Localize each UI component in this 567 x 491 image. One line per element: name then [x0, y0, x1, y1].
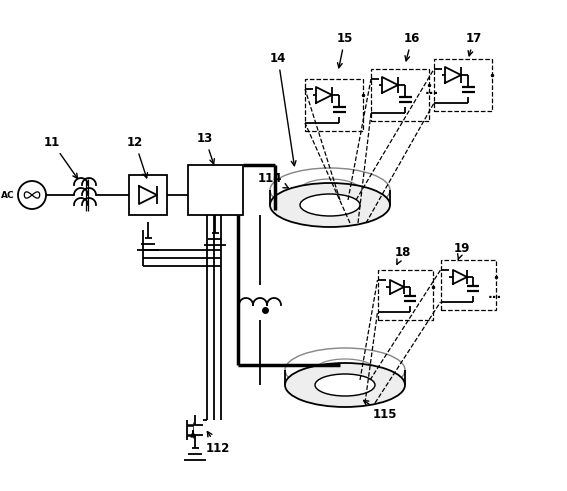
Ellipse shape [315, 359, 375, 381]
Bar [434, 59, 492, 111]
Bar [188, 165, 243, 215]
Text: ...: ... [425, 83, 439, 97]
Text: 18: 18 [395, 246, 411, 264]
Bar [441, 260, 496, 310]
Text: 11: 11 [44, 136, 78, 178]
Text: 19: 19 [454, 242, 470, 260]
Text: 14: 14 [270, 52, 296, 166]
Ellipse shape [270, 183, 390, 227]
Text: 115: 115 [363, 401, 397, 421]
Bar [378, 270, 433, 320]
Text: 13: 13 [197, 132, 214, 164]
Bar [129, 175, 167, 215]
Text: 112: 112 [206, 432, 230, 455]
Ellipse shape [300, 179, 360, 201]
Text: 16: 16 [404, 31, 420, 61]
Text: AC: AC [1, 191, 15, 199]
Ellipse shape [285, 363, 405, 407]
Text: ...: ... [488, 289, 502, 301]
Bar [371, 69, 429, 121]
Text: 15: 15 [337, 31, 353, 68]
Bar [305, 79, 363, 131]
Ellipse shape [300, 194, 360, 216]
Ellipse shape [315, 374, 375, 396]
Text: 17: 17 [466, 31, 482, 56]
Text: 114: 114 [258, 171, 288, 188]
Text: 12: 12 [127, 136, 147, 178]
